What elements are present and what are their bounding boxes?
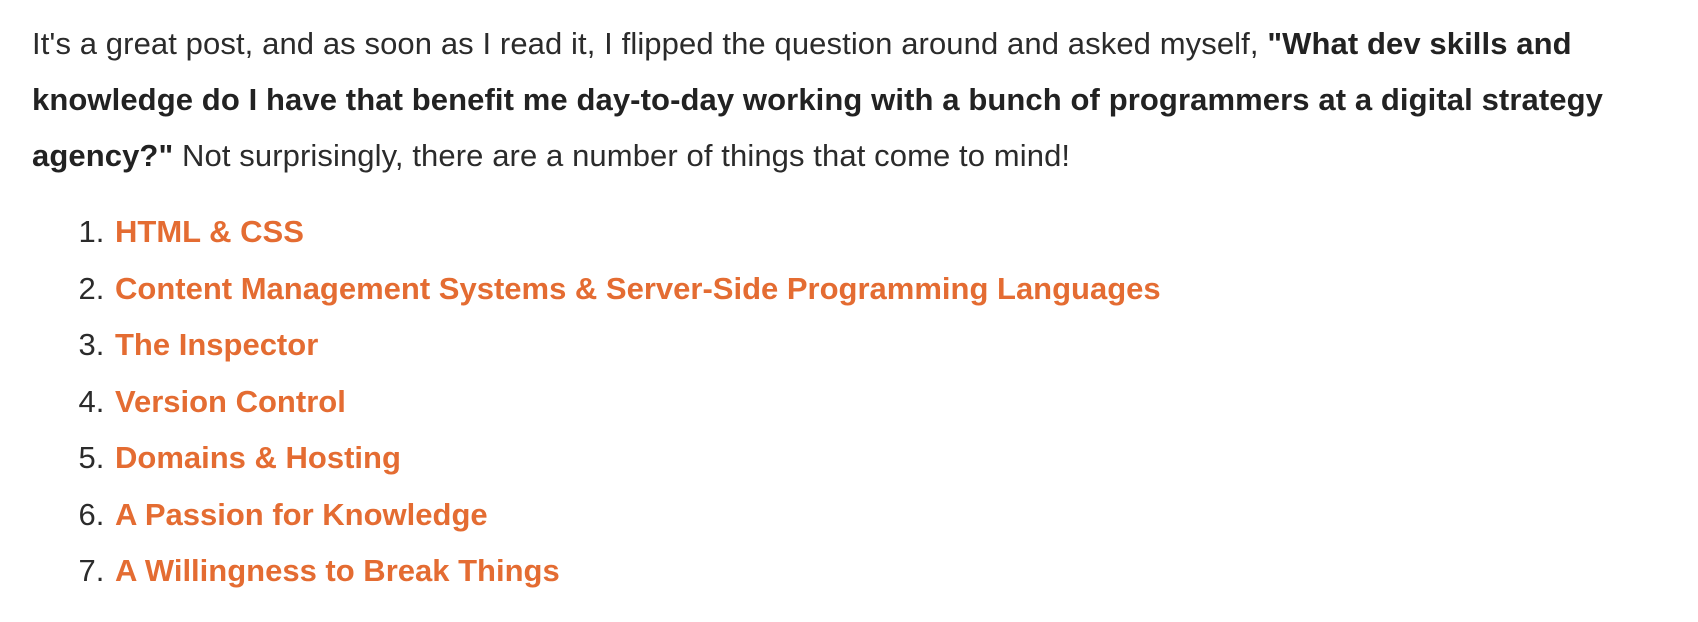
link-domains-hosting[interactable]: Domains & Hosting <box>115 440 401 475</box>
link-version-control[interactable]: Version Control <box>115 383 346 419</box>
link-cms-server-side[interactable]: Content Management Systems & Server-Side… <box>115 270 1161 306</box>
list-item: Version Control <box>113 374 1672 431</box>
intro-tail-text: Not surprisingly, there are a number of … <box>173 138 1071 173</box>
link-willingness-to-break-things[interactable]: A Willingness to Break Things <box>115 553 560 588</box>
link-html-css[interactable]: HTML & CSS <box>115 214 304 249</box>
list-item: A Willingness to Break Things <box>113 543 1672 600</box>
link-the-inspector[interactable]: The Inspector <box>115 327 319 362</box>
list-item: Content Management Systems & Server-Side… <box>113 261 1672 318</box>
list-item: Domains & Hosting <box>113 430 1672 487</box>
skills-list: HTML & CSS Content Management Systems & … <box>32 204 1672 600</box>
intro-bold-question: "What dev skills and knowledge do I have… <box>32 26 1603 173</box>
link-passion-for-knowledge[interactable]: A Passion for Knowledge <box>115 496 488 532</box>
list-item: The Inspector <box>113 317 1672 374</box>
intro-paragraph: It's a great post, and as soon as I read… <box>32 16 1672 184</box>
intro-lead-text: It's a great post, and as soon as I read… <box>32 26 1268 61</box>
list-item: A Passion for Knowledge <box>113 487 1672 544</box>
list-item: HTML & CSS <box>113 204 1672 261</box>
article-body: It's a great post, and as soon as I read… <box>0 0 1698 600</box>
